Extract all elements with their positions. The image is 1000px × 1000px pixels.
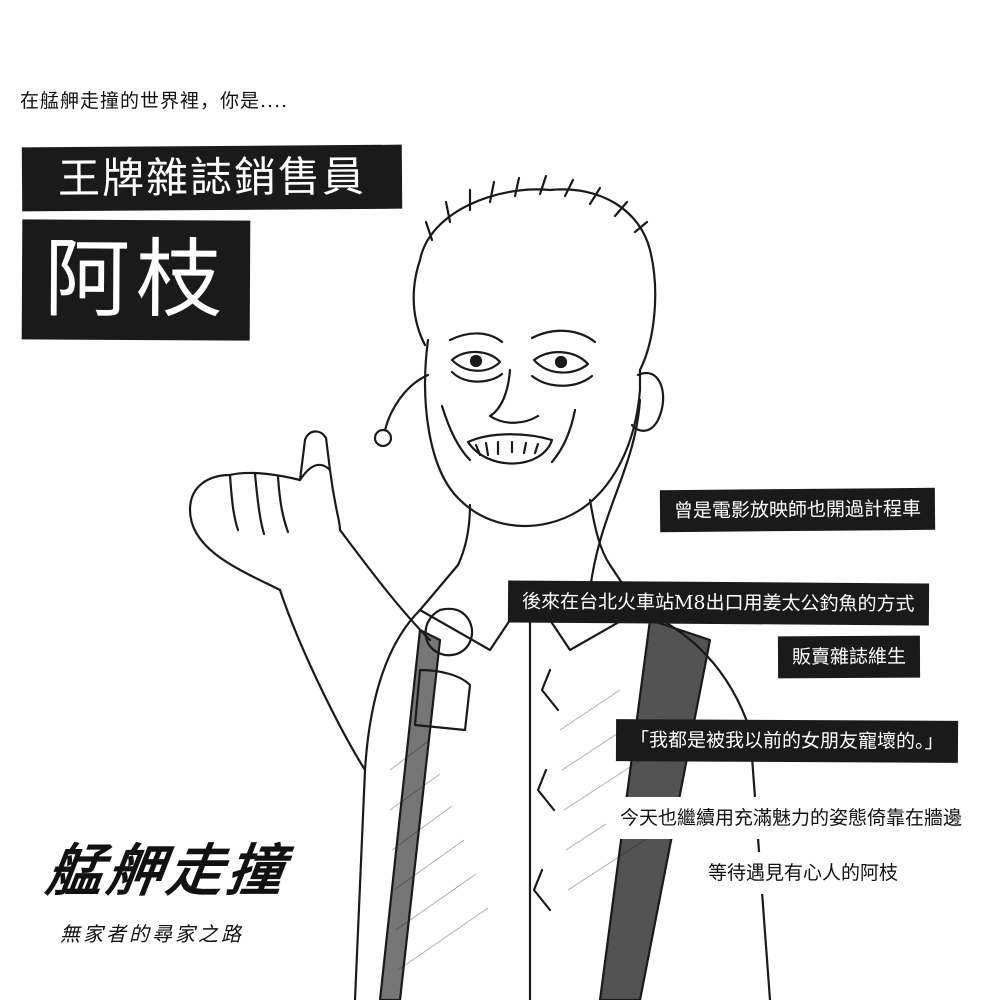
intro-text: 在艋舺走撞的世界裡，你是.... <box>20 90 289 112</box>
caption-4: 「我都是被我以前的女朋友寵壞的。」 <box>615 719 958 763</box>
caption-5: 今天也繼續用充滿魅力的姿態倚靠在牆邊 <box>606 797 977 839</box>
logo-title: 艋舺走撞 <box>42 838 293 904</box>
caption-6: 等待遇見有心人的阿枝 <box>694 852 913 894</box>
caption-2: 後來在台北火車站M8出口用姜太公釣魚的方式 <box>507 580 929 626</box>
logo-subtitle: 無家者的尋家之路 <box>60 922 244 946</box>
caption-1: 曾是電影放映師也開過計程車 <box>659 487 936 533</box>
caption-3: 販賣雜誌維生 <box>777 635 921 679</box>
